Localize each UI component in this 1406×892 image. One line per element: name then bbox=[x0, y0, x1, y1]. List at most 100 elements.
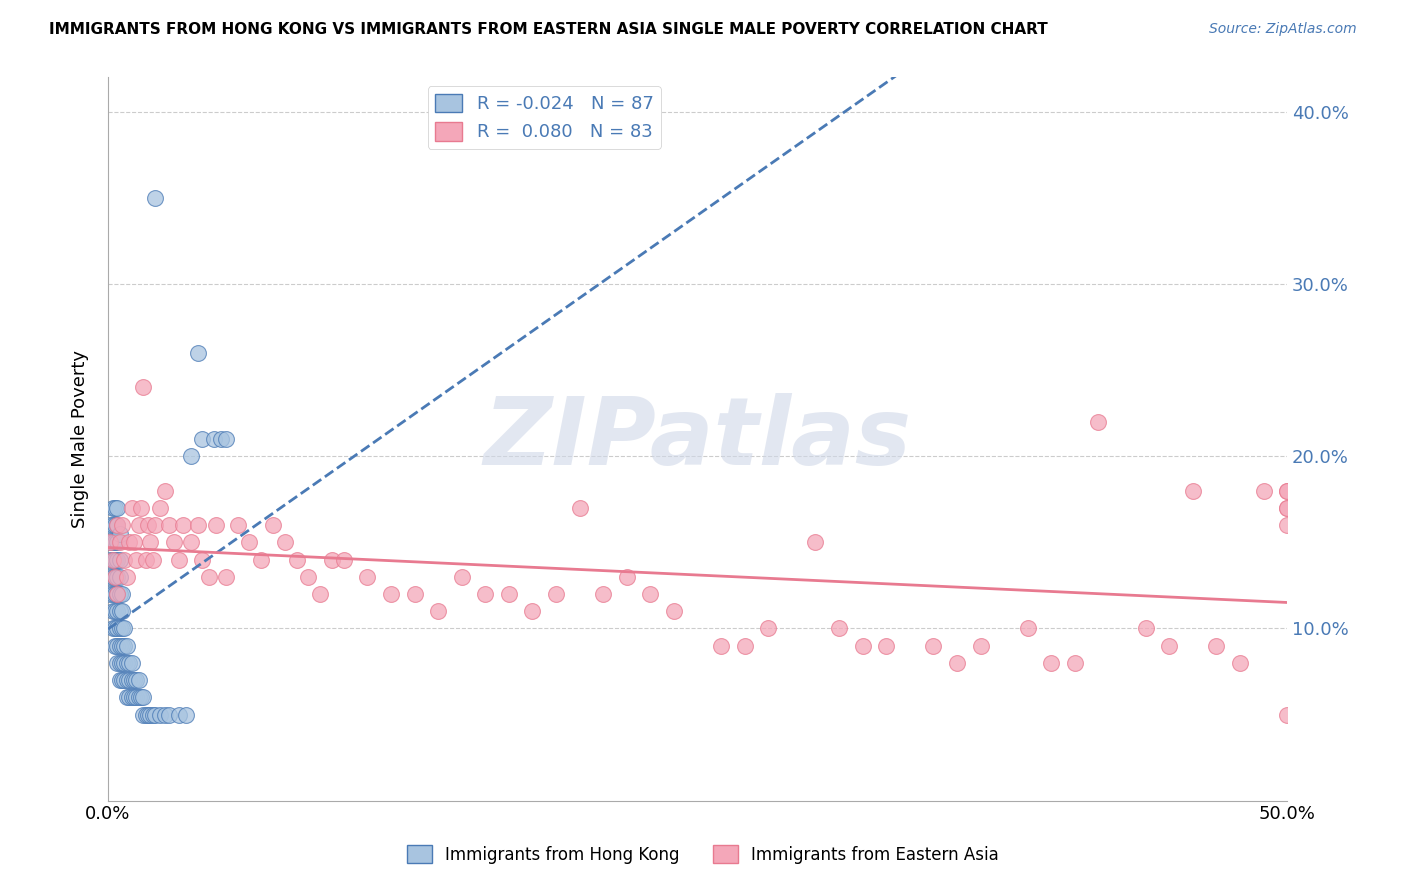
Point bbox=[202, 432, 225, 446]
Point bbox=[198, 570, 221, 584]
Point bbox=[101, 552, 124, 566]
Point bbox=[191, 552, 214, 566]
Point bbox=[121, 690, 143, 705]
Point bbox=[121, 656, 143, 670]
Point bbox=[404, 587, 426, 601]
Point bbox=[111, 673, 134, 687]
Point bbox=[107, 656, 129, 670]
Point bbox=[101, 552, 124, 566]
Point bbox=[356, 570, 378, 584]
Point bbox=[1040, 656, 1063, 670]
Point bbox=[132, 380, 155, 394]
Point bbox=[135, 707, 157, 722]
Point bbox=[180, 535, 202, 549]
Point bbox=[111, 622, 134, 636]
Point bbox=[143, 518, 166, 533]
Point bbox=[108, 570, 131, 584]
Point bbox=[107, 518, 129, 533]
Point bbox=[1275, 483, 1298, 498]
Point bbox=[104, 622, 127, 636]
Point bbox=[132, 707, 155, 722]
Point bbox=[108, 552, 131, 566]
Point bbox=[285, 552, 308, 566]
Point bbox=[104, 500, 127, 515]
Point bbox=[172, 518, 194, 533]
Point bbox=[107, 552, 129, 566]
Point bbox=[1181, 483, 1204, 498]
Point bbox=[187, 518, 209, 533]
Point bbox=[115, 690, 138, 705]
Point bbox=[1063, 656, 1085, 670]
Point bbox=[101, 500, 124, 515]
Point bbox=[101, 604, 124, 618]
Point bbox=[111, 518, 134, 533]
Point bbox=[852, 639, 875, 653]
Point bbox=[118, 690, 141, 705]
Point bbox=[114, 673, 136, 687]
Point bbox=[115, 673, 138, 687]
Point bbox=[108, 622, 131, 636]
Point bbox=[98, 570, 121, 584]
Point bbox=[215, 570, 238, 584]
Text: ZIPatlas: ZIPatlas bbox=[484, 393, 911, 485]
Point bbox=[125, 552, 148, 566]
Point bbox=[114, 639, 136, 653]
Point bbox=[1275, 500, 1298, 515]
Point bbox=[107, 587, 129, 601]
Point bbox=[474, 587, 496, 601]
Point bbox=[157, 518, 180, 533]
Point bbox=[128, 690, 150, 705]
Point bbox=[297, 570, 319, 584]
Point bbox=[118, 673, 141, 687]
Text: Source: ZipAtlas.com: Source: ZipAtlas.com bbox=[1209, 22, 1357, 37]
Point bbox=[1275, 500, 1298, 515]
Point bbox=[111, 587, 134, 601]
Point bbox=[108, 535, 131, 549]
Point bbox=[107, 535, 129, 549]
Point bbox=[616, 570, 638, 584]
Point bbox=[139, 707, 162, 722]
Point bbox=[107, 622, 129, 636]
Point bbox=[98, 535, 121, 549]
Point bbox=[969, 639, 991, 653]
Legend: Immigrants from Hong Kong, Immigrants from Eastern Asia: Immigrants from Hong Kong, Immigrants fr… bbox=[401, 838, 1005, 871]
Point bbox=[522, 604, 544, 618]
Point bbox=[153, 483, 176, 498]
Point bbox=[101, 570, 124, 584]
Point bbox=[205, 518, 228, 533]
Point bbox=[498, 587, 520, 601]
Point bbox=[104, 587, 127, 601]
Point bbox=[114, 552, 136, 566]
Point bbox=[174, 707, 197, 722]
Point bbox=[122, 673, 145, 687]
Point bbox=[128, 518, 150, 533]
Point bbox=[121, 673, 143, 687]
Point bbox=[108, 673, 131, 687]
Point bbox=[946, 656, 969, 670]
Point bbox=[828, 622, 851, 636]
Point bbox=[149, 707, 172, 722]
Point bbox=[132, 690, 155, 705]
Point bbox=[710, 639, 733, 653]
Point bbox=[143, 707, 166, 722]
Point bbox=[143, 191, 166, 205]
Point bbox=[125, 690, 148, 705]
Point bbox=[115, 656, 138, 670]
Point bbox=[215, 432, 238, 446]
Text: IMMIGRANTS FROM HONG KONG VS IMMIGRANTS FROM EASTERN ASIA SINGLE MALE POVERTY CO: IMMIGRANTS FROM HONG KONG VS IMMIGRANTS … bbox=[49, 22, 1047, 37]
Point bbox=[104, 570, 127, 584]
Point bbox=[1087, 415, 1109, 429]
Point bbox=[101, 535, 124, 549]
Point bbox=[226, 518, 249, 533]
Point bbox=[250, 552, 273, 566]
Point bbox=[111, 656, 134, 670]
Point bbox=[209, 432, 232, 446]
Point bbox=[107, 587, 129, 601]
Point bbox=[122, 535, 145, 549]
Point bbox=[136, 707, 159, 722]
Point bbox=[544, 587, 567, 601]
Point bbox=[114, 656, 136, 670]
Point bbox=[309, 587, 332, 601]
Point bbox=[1229, 656, 1251, 670]
Point bbox=[101, 518, 124, 533]
